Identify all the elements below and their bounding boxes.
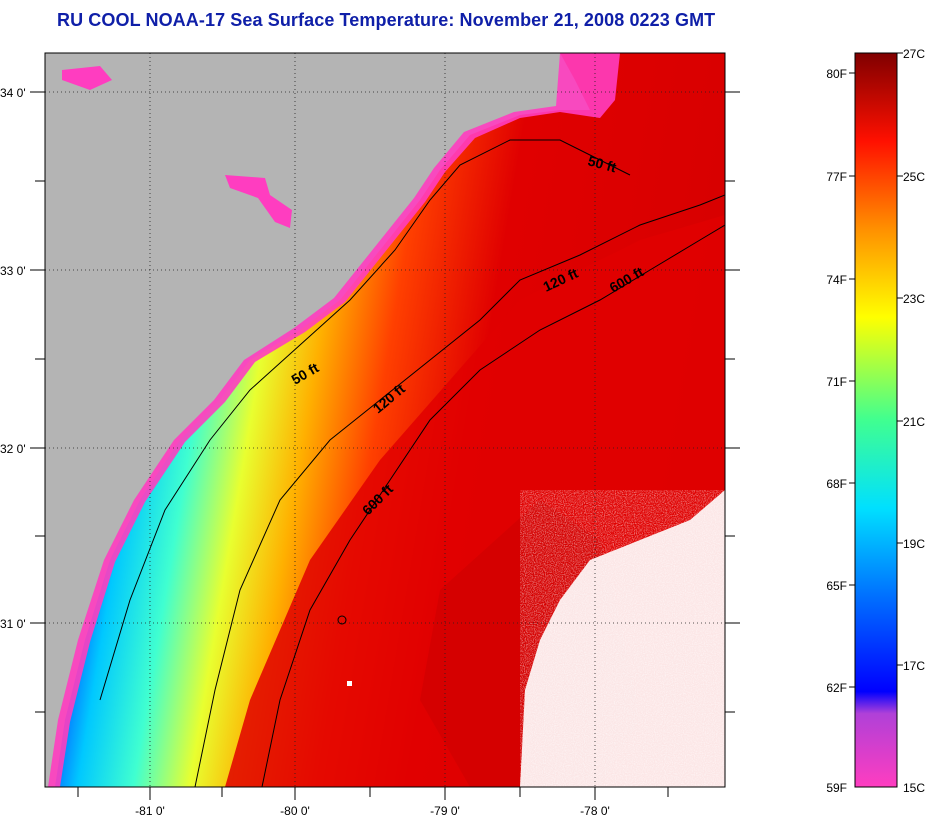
white-pixel (347, 681, 352, 686)
cb-f-74: 74F (826, 273, 847, 287)
cb-f-68: 68F (826, 477, 847, 491)
cb-f-59: 59F (826, 781, 847, 795)
cb-c-27: 27C (903, 47, 925, 61)
lat-label-31: 31 0' (0, 617, 26, 631)
longitude-ticks (77, 787, 669, 800)
latitude-ticks (30, 91, 740, 713)
map-canvas: 50 ft 50 ft 120 ft 120 ft 600 ft 600 ft (45, 53, 725, 787)
contour-600ft (261, 224, 725, 787)
lon-label-78: -78 0' (580, 804, 610, 817)
map-border (44, 52, 726, 788)
inland-patch-central (225, 175, 292, 228)
cb-f-65: 65F (826, 579, 847, 593)
map-title: RU COOL NOAA-17 Sea Surface Temperature:… (57, 10, 716, 30)
graticule (45, 53, 725, 787)
cb-c-17: 17C (903, 659, 925, 673)
cb-f-62: 62F (826, 681, 847, 695)
lon-label-81: -81 0' (135, 804, 165, 817)
cb-f-71: 71F (826, 375, 847, 389)
cb-c-25: 25C (903, 170, 925, 184)
cb-c-21: 21C (903, 415, 925, 429)
contour-50ft (99, 139, 631, 701)
contour-ring (337, 615, 347, 625)
colorbar (854, 52, 898, 788)
lat-label-34: 34 0' (0, 86, 26, 100)
cloud-speckle (520, 490, 725, 787)
lon-label-79: -79 0' (430, 804, 460, 817)
contour-label-50ft-north: 50 ft (586, 152, 618, 175)
cb-c-15: 15C (903, 781, 925, 795)
lat-label-32: 32 0' (0, 442, 26, 456)
land-area (45, 53, 590, 787)
lat-label-33: 33 0' (0, 264, 26, 278)
cb-c-23: 23C (903, 292, 925, 306)
colorbar-ticks (849, 52, 903, 688)
inland-patch-north (62, 66, 112, 90)
cb-c-19: 19C (903, 537, 925, 551)
cb-f-77: 77F (826, 170, 847, 184)
cb-f-80: 80F (826, 67, 847, 81)
lon-label-80: -80 0' (280, 804, 310, 817)
contour-120ft (194, 194, 725, 787)
